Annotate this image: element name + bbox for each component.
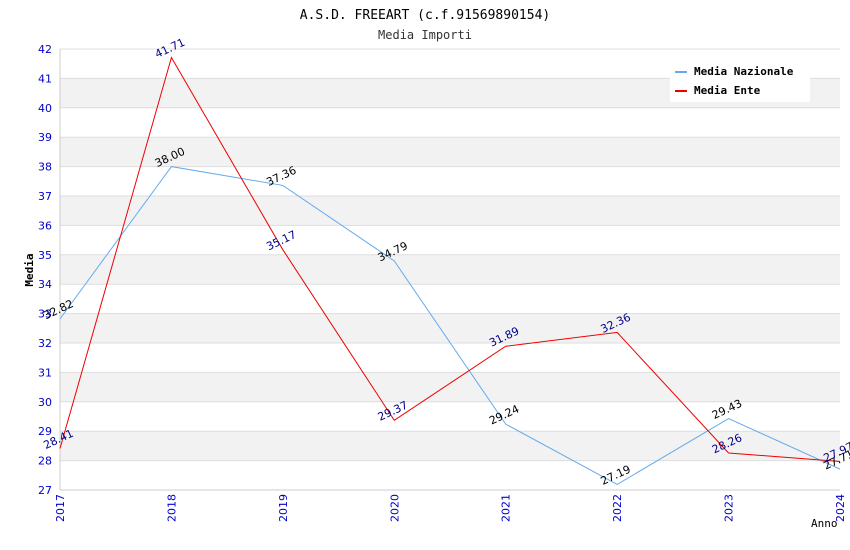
chart-subtitle: Media Importi <box>378 28 472 42</box>
chart-title: A.S.D. FREEART (c.f.91569890154) <box>300 8 550 23</box>
y-tick-label: 34 <box>38 278 52 291</box>
plot-band <box>60 343 840 373</box>
y-axis-label: Media <box>23 253 36 286</box>
grid-lines <box>60 48 840 491</box>
plot-band <box>60 284 840 314</box>
axes <box>59 49 840 491</box>
y-tick-label: 35 <box>38 249 52 262</box>
series-lines <box>59 56 841 485</box>
y-tick-label: 31 <box>38 366 52 379</box>
legend-label-media-ente: Media Ente <box>694 84 761 97</box>
plot-band <box>60 196 840 226</box>
x-tick-label: 2021 <box>500 494 513 522</box>
y-axis-ticks: 27 28 29 30 31 32 33 34 35 36 37 38 39 40 41 42 <box>38 43 52 497</box>
y-tick-label: 41 <box>38 72 52 85</box>
x-tick-label: 2017 <box>54 494 67 522</box>
x-axis-label: Anno <box>811 517 838 530</box>
x-tick-label: 2019 <box>277 494 290 522</box>
x-tick-label: 2022 <box>611 494 624 522</box>
legend: Media Nazionale Media Ente <box>670 62 810 102</box>
x-axis-ticks: 2017 2018 2019 2020 2021 2022 2023 2024 <box>54 494 847 522</box>
y-tick-label: 40 <box>38 102 52 115</box>
y-tick-label: 37 <box>38 190 52 203</box>
y-tick-label: 32 <box>38 337 52 350</box>
series-line-media-nazionale <box>59 166 841 485</box>
plot-band <box>60 431 840 461</box>
plot-band <box>60 401 840 432</box>
legend-label-media-nazionale: Media Nazionale <box>694 65 794 78</box>
y-tick-label: 36 <box>38 219 52 232</box>
legend-box <box>670 62 810 102</box>
plot-bands <box>60 49 840 490</box>
x-tick-label: 2020 <box>388 494 401 522</box>
plot-band <box>60 137 840 167</box>
y-tick-label: 28 <box>38 455 52 468</box>
y-tick-label: 27 <box>38 484 52 497</box>
plot-band <box>60 166 840 196</box>
y-tick-label: 33 <box>38 308 52 321</box>
plot-band <box>60 254 840 285</box>
x-tick-label: 2024 <box>834 494 847 522</box>
plot-band <box>60 225 840 255</box>
x-tick-label: 2018 <box>165 494 178 522</box>
y-tick-label: 38 <box>38 161 52 174</box>
plot-band <box>60 313 840 343</box>
y-tick-label: 42 <box>38 43 52 56</box>
y-tick-label: 39 <box>38 131 52 144</box>
series-line-media-ente <box>59 56 841 462</box>
plot-band <box>60 460 840 490</box>
x-tick-label: 2023 <box>723 494 736 522</box>
y-tick-label: 30 <box>38 396 52 409</box>
y-tick-label: 29 <box>38 425 52 438</box>
plot-band <box>60 372 840 402</box>
plot-band <box>60 107 840 138</box>
